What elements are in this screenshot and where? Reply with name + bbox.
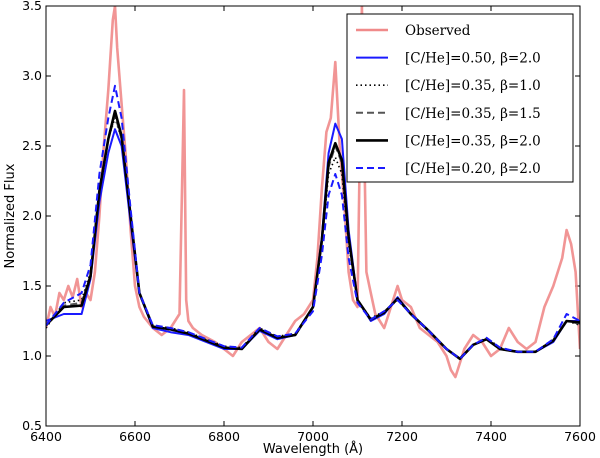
- x-tick-label: 7600: [564, 429, 596, 444]
- x-axis-label: Wavelength (Å): [263, 441, 363, 457]
- y-tick-label: 0.5: [22, 418, 42, 433]
- x-tick-label: 7200: [386, 429, 418, 444]
- x-tick-label: 6400: [30, 429, 62, 444]
- x-tick-label: 7400: [475, 429, 507, 444]
- y-tick-label: 1.5: [22, 278, 42, 293]
- x-tick-label: 6800: [208, 429, 240, 444]
- legend-label-0: Observed: [405, 23, 471, 39]
- tick-labels: 6400 6600 6800 7000 7200 7400 7600 0.5 1.0 1.5 2.0…: [22, 0, 596, 444]
- plot-frame: [45, 5, 581, 427]
- y-tick-label: 2.0: [22, 208, 42, 223]
- y-axis-label: Normalized Flux: [3, 163, 18, 268]
- legend-label-4: [C/He]=0.35, β=2.0: [405, 133, 541, 149]
- x-tick-label: 7000: [297, 429, 329, 444]
- series-layer: [46, 6, 580, 379]
- legend-label-2: [C/He]=0.35, β=1.0: [405, 78, 541, 94]
- legend-box: [346, 13, 574, 183]
- series-line-5: [46, 84, 580, 360]
- y-tick-label: 3.5: [22, 0, 42, 13]
- legend-label-1: [C/He]=0.50, β=2.0: [405, 51, 541, 67]
- legend-label-5: [C/He]=0.20, β=2.0: [405, 161, 541, 177]
- y-tick-label: 2.5: [22, 138, 42, 153]
- legend-label-3: [C/He]=0.35, β=1.5: [405, 106, 541, 122]
- y-tick-label: 1.0: [22, 348, 42, 363]
- x-tick-label: 6600: [119, 429, 151, 444]
- legend: Observed [C/He]=0.50, β=2.0 [C/He]=0.35, β…: [346, 13, 574, 183]
- y-tick-label: 3.0: [22, 68, 42, 83]
